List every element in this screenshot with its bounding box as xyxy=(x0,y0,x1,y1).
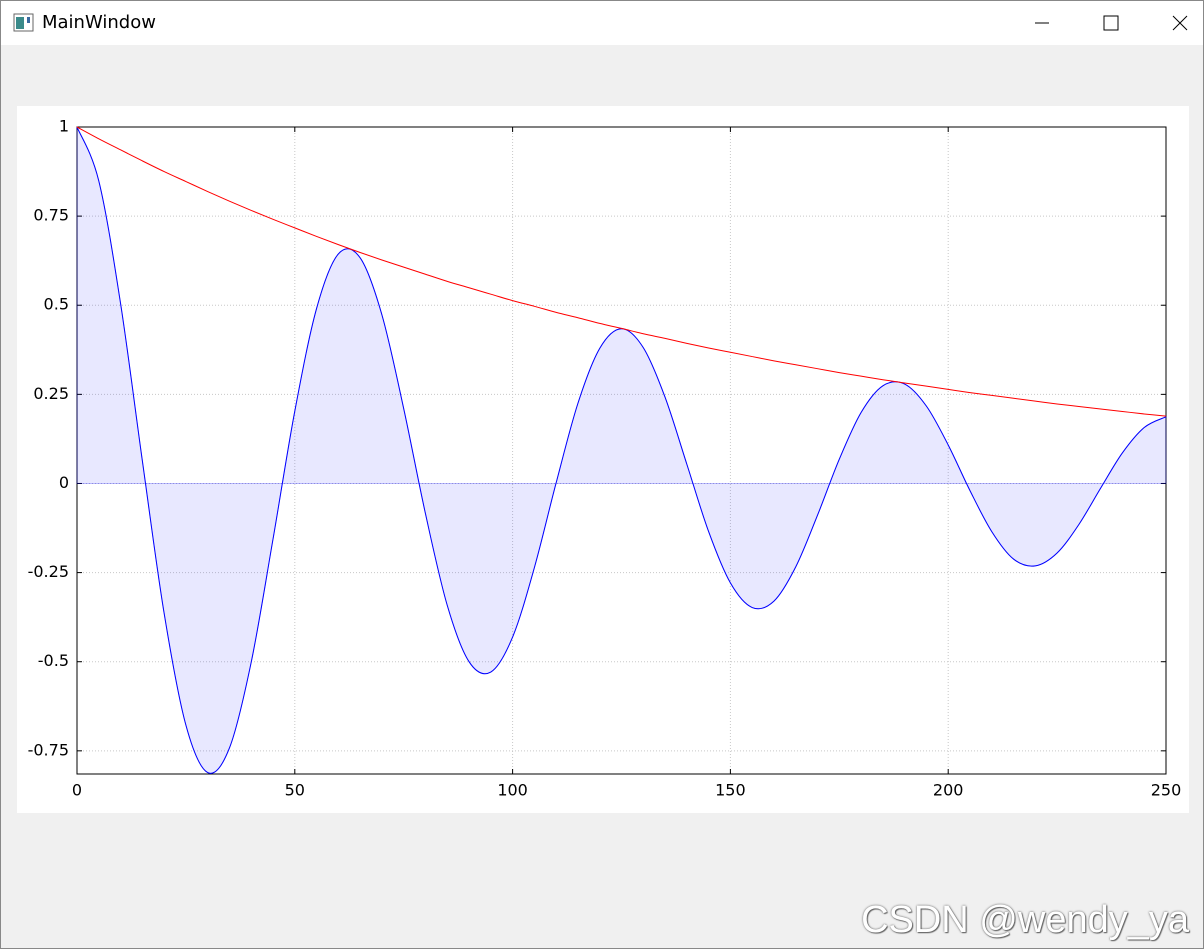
maximize-button[interactable] xyxy=(1103,15,1119,31)
plot-widget xyxy=(17,106,1189,813)
plot-frame xyxy=(76,126,1167,775)
x-tick-label: 100 xyxy=(497,781,528,800)
area-fill xyxy=(76,126,1167,774)
y-tick-label: 0.75 xyxy=(33,206,69,225)
x-tick-label: 200 xyxy=(933,781,964,800)
x-tick-label: 150 xyxy=(715,781,746,800)
y-tick-label: 0 xyxy=(59,473,69,492)
y-tick-label: 1 xyxy=(59,117,69,136)
x-tick-label: 250 xyxy=(1151,781,1182,800)
y-tick-label: 0.25 xyxy=(33,384,69,403)
app-icon xyxy=(13,13,34,32)
watermark: CSDN @wendy_ya xyxy=(861,899,1189,941)
y-tick-label: -0.75 xyxy=(28,740,69,759)
close-button[interactable] xyxy=(1172,15,1188,31)
y-tick-label: 0.5 xyxy=(44,295,69,314)
x-tick-label: 50 xyxy=(285,781,305,800)
window-title: MainWindow xyxy=(42,12,156,33)
y-tick-label: -0.25 xyxy=(28,562,69,581)
window-controls xyxy=(1035,15,1188,31)
line-series xyxy=(76,126,1167,417)
title-bar: MainWindow xyxy=(1,1,1203,45)
line-series xyxy=(76,126,1167,774)
x-tick-label: 0 xyxy=(72,781,82,800)
y-tick-label: -0.5 xyxy=(38,651,69,670)
